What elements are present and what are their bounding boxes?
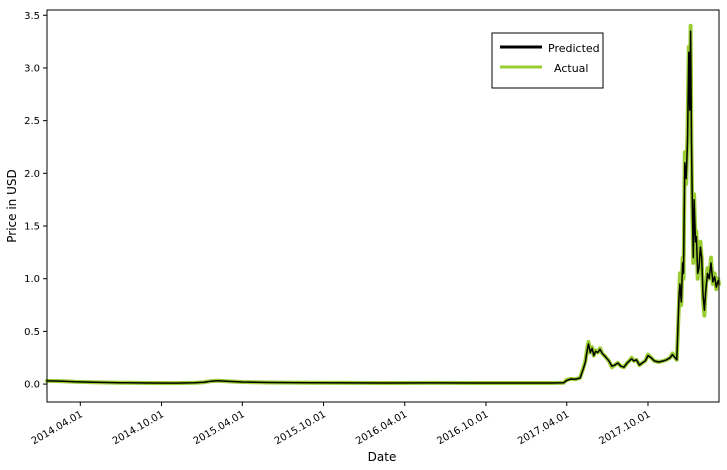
x-tick-label: 2016.04.01 <box>354 409 409 447</box>
plot-background <box>47 10 719 402</box>
x-tick-label: 2014.10.01 <box>111 409 166 447</box>
x-tick-label: 2014.04.01 <box>30 409 85 447</box>
y-tick-label: 0.0 <box>24 380 40 391</box>
x-tick-label: 2015.04.01 <box>192 409 247 447</box>
legend-box <box>491 32 604 89</box>
x-axis-label: Date <box>368 450 397 464</box>
x-tick-label: 2015.10.01 <box>273 409 328 447</box>
series-layer <box>45 23 721 386</box>
series-line-predicted <box>46 30 720 384</box>
legend: Predicted Actual <box>491 32 604 89</box>
x-tick-label: 2017.10.01 <box>597 409 652 447</box>
legend-label-predicted: Predicted <box>548 42 600 55</box>
x-tick-label: 2017.04.01 <box>516 409 571 447</box>
x-axis-ticks: 2014.04.01 2014.10.01 2015.04.01 2015.10.01… <box>30 402 652 447</box>
legend-label-actual: Actual <box>554 62 588 75</box>
y-axis-ticks: 0.0 0.5 1.0 1.5 2.0 2.5 3.0 3.5 <box>24 11 47 391</box>
y-axis-label: Price in USD <box>5 169 19 242</box>
y-tick-label: 2.0 <box>24 169 40 180</box>
plot-frame <box>46 9 720 403</box>
y-tick-label: 0.5 <box>24 327 40 338</box>
y-tick-label: 3.5 <box>24 11 40 22</box>
y-tick-label: 1.5 <box>24 222 40 233</box>
y-tick-label: 2.5 <box>24 116 40 127</box>
y-tick-label: 3.0 <box>24 63 40 74</box>
plot-area <box>45 9 721 403</box>
y-tick-label: 1.0 <box>24 274 40 285</box>
x-tick-label: 2016.10.01 <box>435 409 490 447</box>
